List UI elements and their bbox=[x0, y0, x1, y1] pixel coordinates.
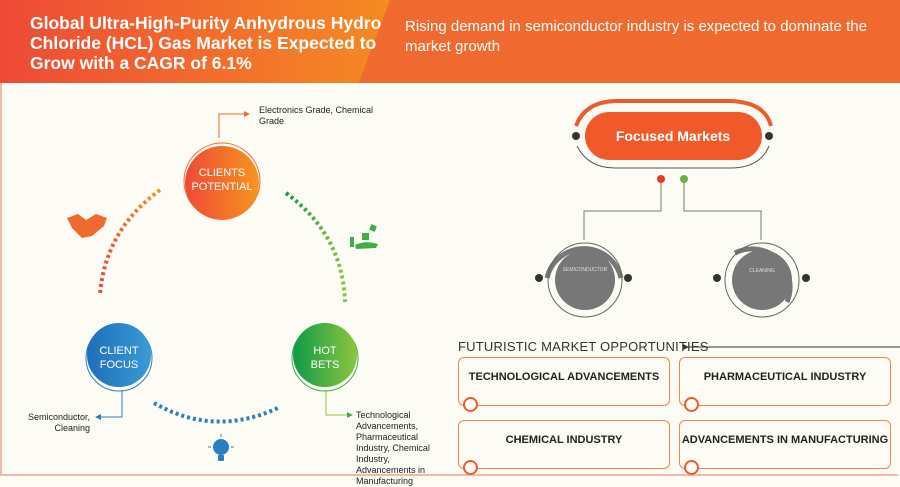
svg-text:FOCUS: FOCUS bbox=[100, 359, 139, 371]
svg-text:CLIENTS: CLIENTS bbox=[199, 167, 245, 179]
ring-icon bbox=[684, 397, 699, 412]
opportunity-label: ADVANCEMENTS IN MANUFACTURING bbox=[681, 434, 889, 446]
dotted-arc-blue bbox=[153, 401, 281, 424]
opportunity-card: ADVANCEMENTS IN MANUFACTURING bbox=[679, 420, 891, 475]
semiconductor-node: SEMICONDUCTOR bbox=[535, 242, 632, 318]
header-banner: Global Ultra-High-Purity Anhydrous Hydro… bbox=[0, 0, 900, 83]
hot-bets-note: Technological Advancements, Pharmaceutic… bbox=[356, 410, 430, 486]
connector-clients-potential bbox=[218, 111, 250, 138]
client-focus-circle: CLIENT FOCUS bbox=[85, 323, 153, 392]
svg-text:BETS: BETS bbox=[311, 359, 340, 371]
green-dot bbox=[680, 175, 688, 183]
svg-text:HOT: HOT bbox=[313, 345, 337, 357]
focused-markets-pill bbox=[585, 112, 762, 160]
hand-dice-icon bbox=[350, 224, 378, 249]
opportunity-card: TECHNOLOGICAL ADVANCEMENTS bbox=[458, 357, 670, 412]
ring-icon bbox=[463, 397, 478, 412]
opportunities-title: FUTURISTIC MARKET OPPORTUNITIES bbox=[458, 339, 709, 354]
focused-markets-bottom-arc bbox=[576, 145, 770, 169]
opportunity-card: CHEMICAL INDUSTRY bbox=[458, 420, 670, 475]
opportunity-label: TECHNOLOGICAL ADVANCEMENTS bbox=[468, 371, 660, 383]
content-frame bbox=[0, 83, 898, 476]
dotted-arc-green bbox=[284, 191, 347, 303]
cleaning-node: CLEANING bbox=[713, 242, 810, 318]
header-title-panel bbox=[0, 0, 390, 83]
red-dot bbox=[657, 175, 665, 183]
opportunity-card: PHARMACEUTICAL INDUSTRY bbox=[679, 357, 891, 412]
dotted-arc-orange bbox=[98, 188, 162, 296]
connector-client-focus bbox=[95, 390, 123, 420]
clients-potential-circle: CLIENTS POTENTIAL bbox=[183, 142, 261, 220]
connector-hot-bets bbox=[325, 390, 353, 418]
hot-bets-circle: HOT BETS bbox=[291, 323, 359, 392]
opportunity-label: PHARMACEUTICAL INDUSTRY bbox=[703, 371, 867, 383]
svg-text:SEMICONDUCTOR: SEMICONDUCTOR bbox=[563, 267, 608, 273]
clients-potential-note: Electronics Grade, Chemical Grade bbox=[259, 105, 374, 126]
ring-icon bbox=[463, 460, 478, 475]
svg-text:POTENTIAL: POTENTIAL bbox=[191, 181, 252, 193]
lightbulb-icon bbox=[208, 434, 234, 461]
page-title: Global Ultra-High-Purity Anhydrous Hydro… bbox=[30, 13, 382, 73]
focused-markets-top-arc bbox=[574, 99, 773, 127]
svg-text:CLEANING: CLEANING bbox=[749, 268, 775, 274]
focused-markets-title: Focused Markets bbox=[616, 128, 731, 144]
page-subtitle: Rising demand in semiconductor industry … bbox=[405, 18, 867, 55]
handshake-icon bbox=[67, 214, 107, 238]
ring-icon bbox=[684, 460, 699, 475]
svg-text:CLIENT: CLIENT bbox=[99, 345, 138, 357]
opportunity-label: CHEMICAL INDUSTRY bbox=[505, 434, 623, 446]
client-focus-note: Semiconductor, Cleaning bbox=[27, 412, 90, 433]
